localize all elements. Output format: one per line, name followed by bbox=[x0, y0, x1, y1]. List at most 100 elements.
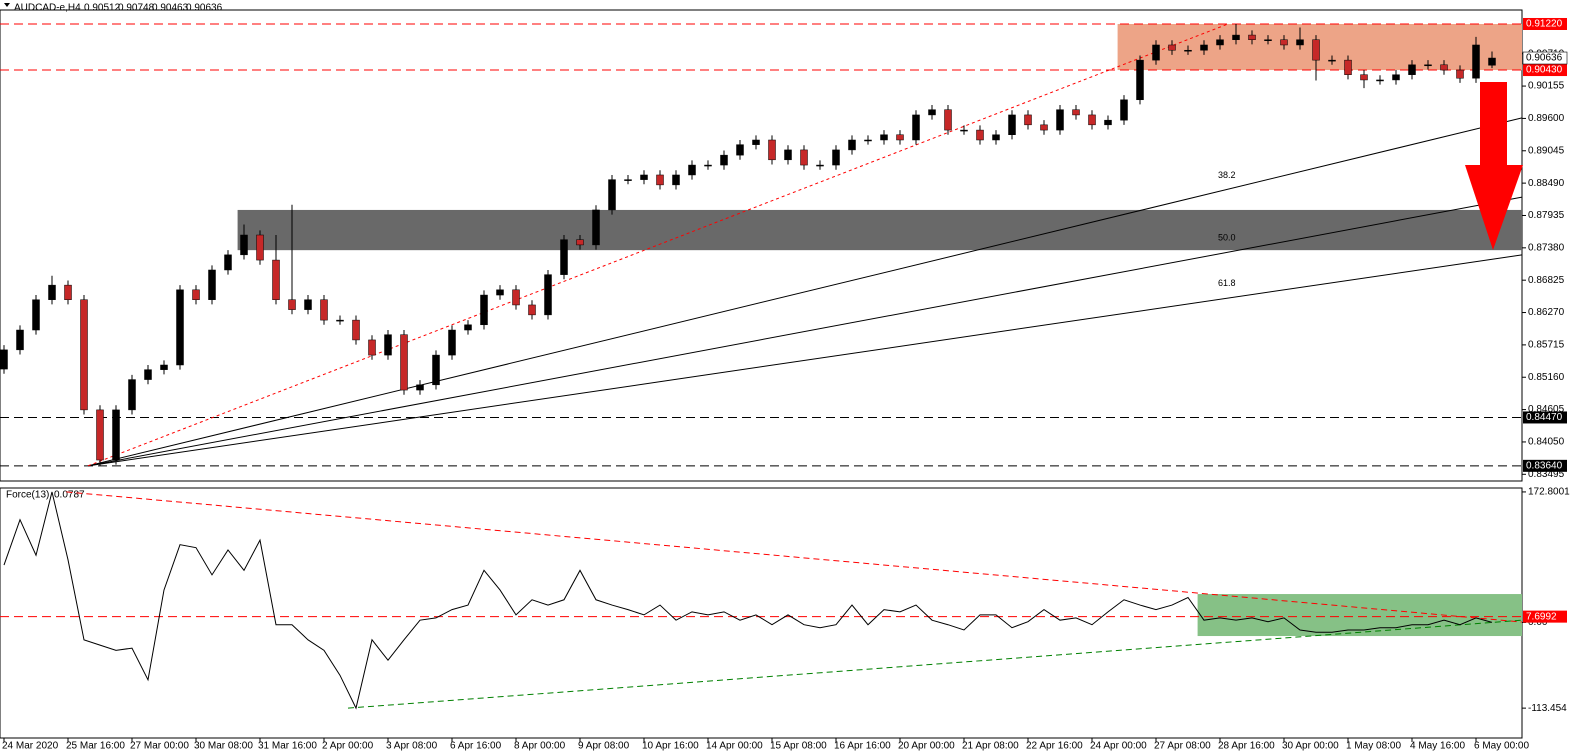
candle-body bbox=[560, 239, 568, 275]
candle-body bbox=[1264, 39, 1272, 41]
candle-body bbox=[1104, 119, 1112, 126]
x-tick-label: 22 Apr 16:00 bbox=[1026, 741, 1083, 752]
candle-body bbox=[1488, 57, 1496, 66]
candle-body bbox=[1168, 44, 1176, 51]
candle-body bbox=[128, 379, 136, 411]
arrow-head bbox=[1465, 165, 1523, 250]
fan-label: 38.2 bbox=[1218, 170, 1236, 180]
candle-body bbox=[1136, 59, 1144, 101]
trend-line bbox=[66, 491, 1523, 623]
candle-body bbox=[336, 319, 344, 322]
symbol: AUDCAD-e,H4 bbox=[14, 3, 81, 14]
candle-body bbox=[448, 329, 456, 356]
x-tick-label: 21 Apr 08:00 bbox=[962, 741, 1019, 752]
candle-body bbox=[464, 324, 472, 331]
candle-body bbox=[112, 409, 120, 461]
y-tick-label: 0.89600 bbox=[1528, 113, 1565, 124]
candle-body bbox=[144, 369, 152, 380]
y-tick-label: 0.87380 bbox=[1528, 242, 1565, 253]
x-tick-label: 27 Apr 08:00 bbox=[1154, 741, 1211, 752]
candle-body bbox=[672, 174, 680, 186]
candle-body bbox=[1216, 39, 1224, 46]
level-label: 0.84470 bbox=[1526, 412, 1563, 423]
x-tick-label: 2 Apr 00:00 bbox=[322, 741, 374, 752]
candle-body bbox=[992, 134, 1000, 141]
candle-body bbox=[224, 254, 232, 271]
candle-body bbox=[208, 269, 216, 300]
candle-body bbox=[256, 234, 264, 261]
candle-body bbox=[1184, 49, 1192, 52]
x-tick-label: 24 Apr 00:00 bbox=[1090, 741, 1147, 752]
level-box bbox=[1523, 610, 1567, 623]
y-tick-label: 0.86270 bbox=[1528, 307, 1565, 318]
candle-body bbox=[432, 354, 440, 386]
level-label: 0.90430 bbox=[1526, 65, 1563, 76]
collapse-icon bbox=[4, 3, 10, 7]
fan-label: 50.0 bbox=[1218, 232, 1236, 242]
candle-body bbox=[768, 139, 776, 161]
x-tick-label: 6 Apr 16:00 bbox=[450, 741, 502, 752]
candle-body bbox=[368, 339, 376, 356]
candle-body bbox=[1008, 114, 1016, 135]
x-tick-label: 24 Mar 2020 bbox=[2, 741, 59, 752]
x-tick-label: 27 Mar 00:00 bbox=[130, 741, 189, 752]
candle-body bbox=[400, 334, 408, 391]
candle-body bbox=[704, 164, 712, 167]
x-tick-label: 9 Apr 08:00 bbox=[578, 741, 630, 752]
trend-line bbox=[347, 619, 1523, 709]
candle-body bbox=[176, 289, 184, 366]
candle-body bbox=[1072, 109, 1080, 116]
candle-body bbox=[1312, 39, 1320, 61]
candle-body bbox=[944, 109, 952, 131]
fan-line bbox=[87, 196, 1523, 467]
x-tick-label: 14 Apr 00:00 bbox=[706, 741, 763, 752]
y-tick-label: 0.88490 bbox=[1528, 178, 1565, 189]
y-tick-label: 0.90155 bbox=[1528, 81, 1565, 92]
candle-body bbox=[912, 114, 920, 141]
x-tick-label: 30 Apr 00:00 bbox=[1282, 741, 1339, 752]
x-tick-label: 31 Mar 16:00 bbox=[258, 741, 317, 752]
candle-body bbox=[1296, 39, 1304, 46]
force-line bbox=[3, 491, 1493, 710]
candle-body bbox=[272, 259, 280, 300]
candle-body bbox=[1328, 59, 1336, 62]
candle-body bbox=[960, 129, 968, 132]
y-tick-label: 0.87935 bbox=[1528, 210, 1565, 221]
y-tick-label: 0.83495 bbox=[1528, 469, 1565, 480]
candle-body bbox=[1456, 69, 1464, 79]
y-tick-label: 0.85715 bbox=[1528, 340, 1565, 351]
x-tick-label: 6 May 00:00 bbox=[1474, 741, 1529, 752]
candle-body bbox=[1408, 64, 1416, 75]
candle-body bbox=[1152, 44, 1160, 61]
low-value: 0.90463 bbox=[152, 3, 189, 14]
candle-body bbox=[1424, 64, 1432, 67]
fan-line bbox=[87, 254, 1523, 467]
candle-body bbox=[384, 334, 392, 356]
candle-body bbox=[1360, 74, 1368, 81]
candle-body bbox=[816, 164, 824, 167]
x-tick-label: 20 Apr 00:00 bbox=[898, 741, 955, 752]
candle-body bbox=[1472, 44, 1480, 79]
candle-body bbox=[1440, 64, 1448, 71]
indicator-name: Force(13) bbox=[6, 490, 49, 501]
candle-body bbox=[80, 299, 88, 411]
candle-body bbox=[608, 179, 616, 211]
zone bbox=[1197, 594, 1522, 637]
candle-body bbox=[480, 294, 488, 326]
candle-body bbox=[576, 239, 584, 246]
candle-body bbox=[544, 274, 552, 316]
level-box bbox=[1523, 411, 1567, 424]
x-tick-label: 16 Apr 16:00 bbox=[834, 741, 891, 752]
candle-body bbox=[880, 134, 888, 141]
candle-body bbox=[320, 299, 328, 321]
candle-body bbox=[1088, 114, 1096, 126]
candle-body bbox=[160, 364, 168, 370]
candle-body bbox=[32, 299, 40, 331]
candle-body bbox=[1056, 109, 1064, 131]
arrow-shaft bbox=[1480, 82, 1507, 166]
candle-body bbox=[0, 349, 8, 370]
candle-body bbox=[352, 319, 360, 341]
candle-body bbox=[512, 289, 520, 306]
y-tick-label: 0.86825 bbox=[1528, 275, 1565, 286]
